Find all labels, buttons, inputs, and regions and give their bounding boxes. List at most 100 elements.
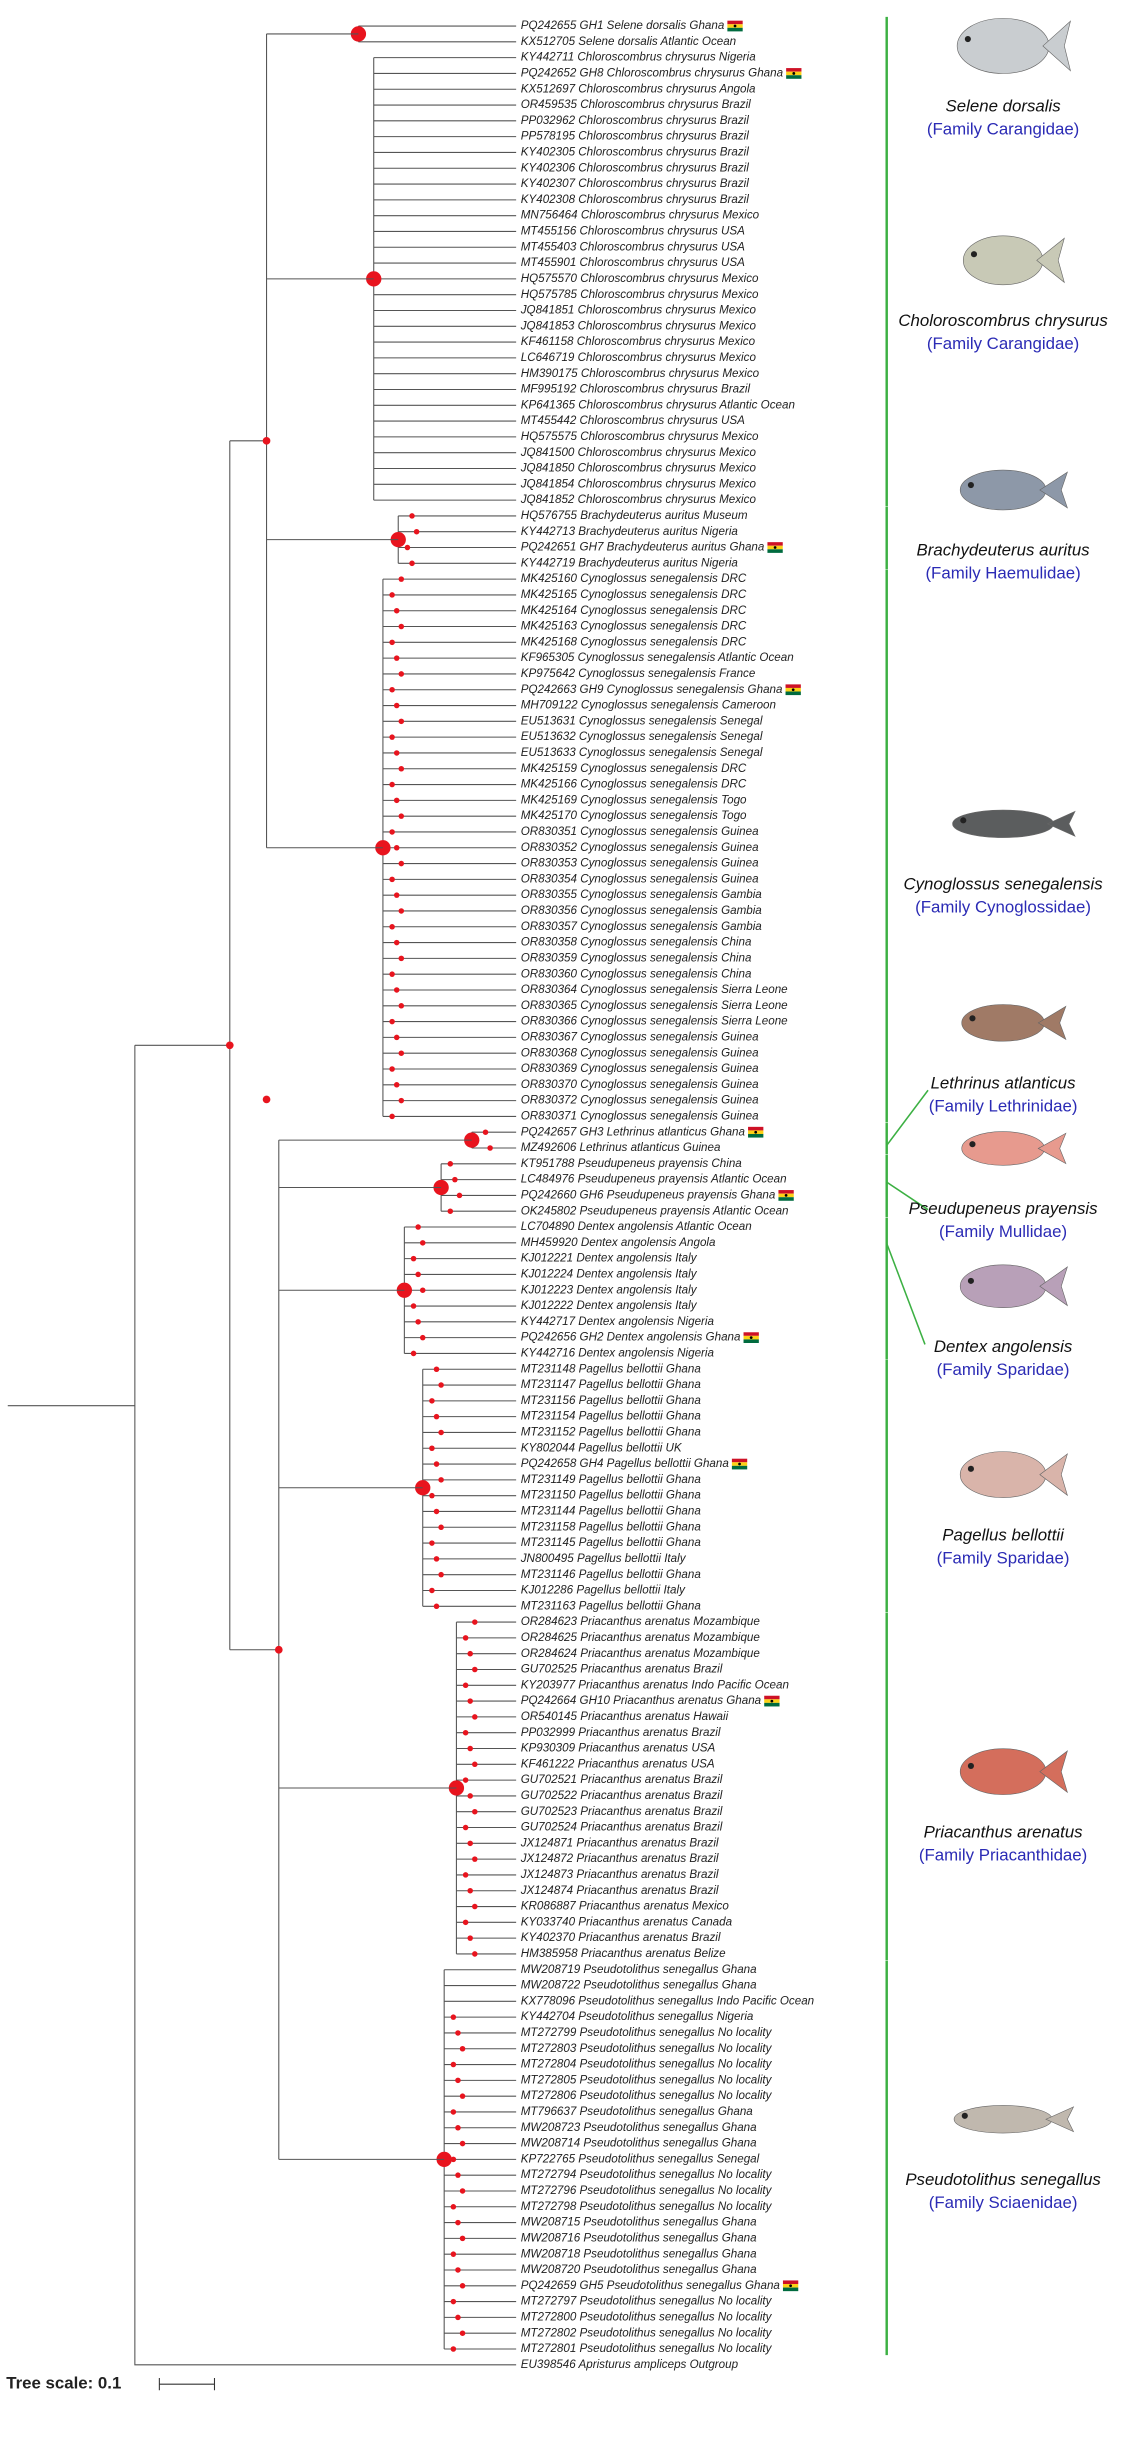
- leaf-label: PQ242660 GH6 Pseudupeneus prayensis Ghan…: [521, 1188, 776, 1201]
- leaf-label: OR830357 Cynoglossus senegalensis Gambia: [521, 920, 763, 933]
- leaf-label: HQ576755 Brachydeuterus auritus Museum: [521, 509, 748, 522]
- leaf-label: OR459535 Chloroscombrus chrysurus Brazil: [521, 98, 751, 111]
- support-dot: [459, 2235, 466, 2242]
- support-dot: [459, 2330, 466, 2336]
- ghana-flag: [727, 20, 743, 32]
- ghana-flag: [748, 1126, 764, 1138]
- leaf-label: KR086887 Priacanthus arenatus Mexico: [521, 1900, 730, 1913]
- support-dot: [452, 1176, 458, 1183]
- support-dot: [410, 1350, 417, 1357]
- support-dot: [429, 1587, 435, 1594]
- leaf-label: MH709122 Cynoglossus senegalensis Camero…: [521, 699, 776, 712]
- leaf-label: MT272797 Pseudotolithus senegallus No lo…: [521, 2295, 773, 2308]
- leaf-label: OR830358 Cynoglossus senegalensis China: [521, 936, 752, 949]
- fish-eye: [960, 817, 967, 824]
- fish-body: [953, 2105, 1053, 2134]
- support-dot: [433, 1461, 440, 1467]
- support-dot: [447, 1208, 454, 1214]
- support-dot: [409, 560, 415, 567]
- support-dot: [462, 1777, 469, 1783]
- support-dot: [450, 2251, 457, 2257]
- support-dot: [393, 987, 400, 993]
- ghana-flag: [782, 2280, 799, 2292]
- support-dot: [393, 845, 400, 851]
- leaf-label: OR830352 Cynoglossus senegalensis Guinea: [521, 841, 759, 854]
- leaf-label: OR830367 Cynoglossus senegalensis Guinea: [521, 1030, 759, 1043]
- fish-body: [959, 469, 1047, 511]
- ghana-flag: [764, 1695, 780, 1707]
- family-name: (Family Cynoglossidae): [915, 897, 1091, 916]
- leaf-label: MT231152 Pagellus bellottii Ghana: [521, 1426, 702, 1439]
- leaf-label: MT231163 Pagellus bellottii Ghana: [521, 1599, 702, 1612]
- support-dot: [398, 813, 405, 819]
- leaf-label: MT272802 Pseudotolithus senegallus No lo…: [521, 2326, 773, 2339]
- leaf-label: OR830368 Cynoglossus senegalensis Guinea: [521, 1046, 759, 1059]
- leaf-label: KY442704 Pseudotolithus senegallus Niger…: [521, 2010, 754, 2023]
- leaf-label: OR830364 Cynoglossus senegalensis Sierra…: [521, 983, 788, 996]
- support-dot: [459, 2188, 466, 2194]
- ghana-flag: [778, 1190, 794, 1201]
- support-dot: [389, 686, 395, 693]
- support-dot: [467, 1793, 473, 1799]
- fish-tail: [1045, 2106, 1075, 2133]
- support-dot: [389, 1066, 395, 1072]
- fish-body: [962, 235, 1044, 286]
- leaf-label: HQ575785 Chloroscombrus chrysurus Mexico: [521, 288, 759, 301]
- leaf-label: MK425159 Cynoglossus senegalensis DRC: [521, 762, 747, 775]
- support-dot: [398, 955, 405, 962]
- support-dot: [433, 1366, 440, 1372]
- support-dot: [462, 1919, 469, 1926]
- leaf-label: GU702524 Priacanthus arenatus Brazil: [521, 1821, 723, 1834]
- leaf-label: KY203977 Priacanthus arenatus Indo Pacif…: [521, 1678, 789, 1691]
- leaf-label: KY402308 Chloroscombrus chrysurus Brazil: [521, 193, 749, 206]
- support-dot: [415, 1319, 421, 1325]
- support-dot: [450, 2014, 457, 2020]
- support-dot: [450, 2109, 457, 2115]
- support-dot: [450, 2298, 457, 2305]
- support-dot: [409, 513, 415, 519]
- support-node: [262, 437, 271, 445]
- leaf-label: MT272805 Pseudotolithus senegallus No lo…: [521, 2073, 773, 2086]
- support-dot: [467, 1840, 473, 1847]
- leaf-label: PQ242656 GH2 Dentex angolensis Ghana: [521, 1331, 741, 1344]
- support-dot: [472, 1761, 478, 1768]
- leaf-label: MT272800 Pseudotolithus senegallus No lo…: [521, 2310, 773, 2323]
- leaf-label: OR830366 Cynoglossus senegalensis Sierra…: [521, 1015, 788, 1028]
- support-node: [274, 1645, 283, 1654]
- leaf-label: PQ242657 GH3 Lethrinus atlanticus Ghana: [521, 1125, 746, 1138]
- species-name: Choloroscombrus chrysurus: [898, 311, 1108, 330]
- support-dot: [398, 671, 405, 677]
- leaf-label: MK425164 Cynoglossus senegalensis DRC: [521, 604, 747, 617]
- support-dot: [433, 1556, 440, 1562]
- support-dot: [462, 1729, 469, 1736]
- leaf-label: JQ841850 Chloroscombrus chrysurus Mexico: [520, 462, 757, 475]
- leaf-label: MK425170 Cynoglossus senegalensis Togo: [521, 809, 747, 822]
- leaf-label: KP722765 Pseudotolithus senegallus Seneg…: [521, 2152, 760, 2165]
- species-name: Brachydeuterus auritus: [917, 541, 1091, 560]
- bracket-connector: [885, 1243, 926, 1345]
- leaf-label: EU513633 Cynoglossus senegalensis Senega…: [521, 746, 763, 759]
- leaf-label: EU513632 Cynoglossus senegalensis Senega…: [521, 730, 763, 743]
- leaf-label: MT272804 Pseudotolithus senegallus No lo…: [521, 2058, 773, 2071]
- leaf-label: GU702521 Priacanthus arenatus Brazil: [521, 1773, 723, 1786]
- leaf-label: KJ012286 Pagellus bellottii Italy: [521, 1584, 686, 1597]
- leaf-label: MT231144 Pagellus bellottii Ghana: [521, 1505, 702, 1518]
- leaf-label: MK425165 Cynoglossus senegalensis DRC: [521, 588, 747, 601]
- leaf-label: KY402370 Priacanthus arenatus Brazil: [521, 1931, 721, 1944]
- family-name: (Family Lethrinidae): [929, 1097, 1078, 1116]
- support-dot: [462, 1682, 469, 1689]
- fish-tail: [1039, 1750, 1068, 1794]
- fish-body: [959, 1264, 1047, 1308]
- support-dot: [462, 1824, 469, 1831]
- leaf-label: MT231148 Pagellus bellottii Ghana: [521, 1362, 702, 1375]
- support-dot: [398, 765, 405, 772]
- leaf-label: KF461222 Priacanthus arenatus USA: [521, 1757, 715, 1770]
- leaf-label: PP578195 Chloroscombrus chrysurus Brazil: [521, 130, 749, 143]
- fish-tail: [1039, 1453, 1068, 1497]
- leaf-label: KY442716 Dentex angolensis Nigeria: [521, 1347, 715, 1360]
- fish-tail: [1039, 1266, 1068, 1307]
- fish-tail: [1036, 237, 1065, 284]
- branch: [7, 1044, 517, 2366]
- support-dot: [455, 2172, 461, 2178]
- support-dot: [438, 1571, 444, 1578]
